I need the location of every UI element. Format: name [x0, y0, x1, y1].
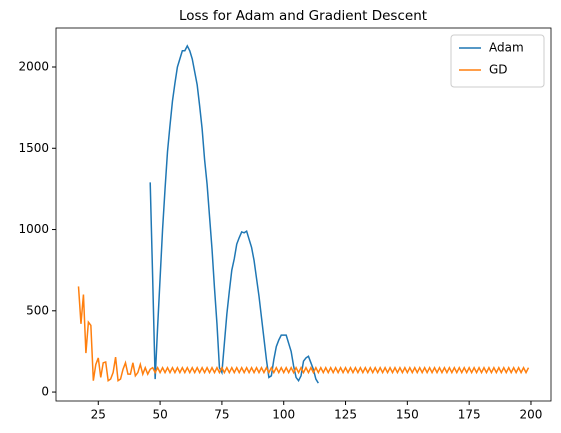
y-tick-label: 0	[41, 385, 49, 399]
x-tick-label: 150	[396, 408, 419, 422]
line-series	[77, 286, 530, 382]
legend-label: GD	[489, 63, 508, 77]
y-tick-label: 1000	[18, 222, 49, 236]
x-tick-label: 125	[334, 408, 357, 422]
y-tick-label: 500	[26, 303, 49, 317]
x-tick-label: 200	[520, 408, 543, 422]
x-tick-label: 50	[152, 408, 167, 422]
x-tick-label: 100	[272, 408, 295, 422]
line-series	[149, 44, 319, 384]
plot-frame	[55, 27, 552, 402]
legend-label: Adam	[489, 41, 524, 55]
x-tick-label: 25	[91, 408, 106, 422]
x-tick-label: 175	[458, 408, 481, 422]
y-tick-label: 1500	[18, 141, 49, 155]
x-tick-label: 75	[214, 408, 229, 422]
y-tick-label: 2000	[18, 60, 49, 74]
chart-title: Loss for Adam and Gradient Descent	[179, 8, 427, 24]
